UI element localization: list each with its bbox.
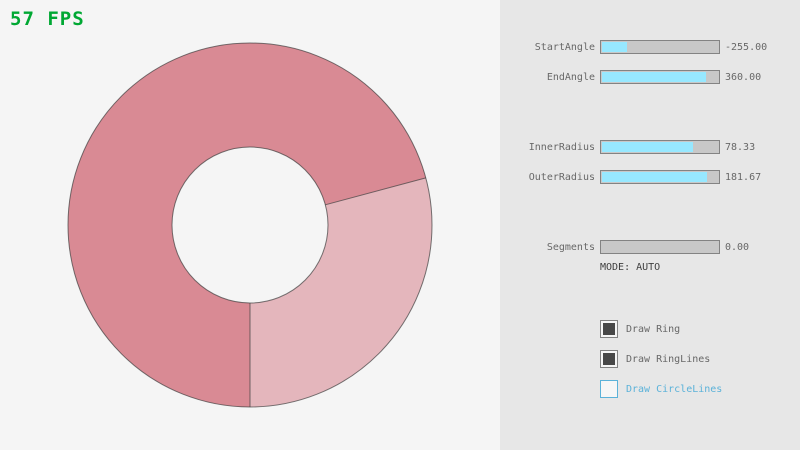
ring-start-angle-line [325,177,426,206]
slider-row-outerradius: OuterRadius 181.67 [500,170,761,184]
slider-segments-label: Segments [546,241,595,253]
fps-counter: 57 FPS [10,8,85,30]
slider-innerradius-track[interactable] [600,140,720,154]
slider-innerradius-value: 78.33 [725,141,756,153]
ring-drawing [67,42,433,408]
slider-row-endangle: EndAngle 360.00 [500,70,761,84]
slider-outerradius-label: OuterRadius [528,171,595,183]
slider-row-segments: Segments 0.00 [500,240,749,254]
slider-row-innerradius: InnerRadius 78.33 [500,140,755,154]
checkbox-draw-circlelines-label: Draw CircleLines [626,383,723,395]
checkbox-draw-ring-label: Draw Ring [626,323,681,335]
ring-dark-sector [68,43,426,408]
slider-endangle-track[interactable] [600,70,720,84]
slider-startangle-value: -255.00 [725,41,768,53]
slider-innerradius-fill [602,142,693,152]
slider-startangle-label: StartAngle [534,41,595,53]
checkbox-draw-ring-box[interactable] [600,320,618,338]
controls-panel: StartAngle -255.00 EndAngle 360.00 Inner… [500,0,800,450]
segments-mode-label: MODE: AUTO [600,262,661,273]
slider-endangle-fill [602,72,707,82]
checkbox-draw-ring[interactable]: Draw Ring [600,320,680,338]
slider-innerradius-label: InnerRadius [528,141,595,153]
ring-lines [67,42,433,408]
slider-outerradius-track[interactable] [600,170,720,184]
slider-outerradius-fill [602,172,708,182]
slider-startangle-track[interactable] [600,40,720,54]
slider-endangle-value: 360.00 [725,71,762,83]
check-mark [603,323,615,335]
checkbox-draw-ringlines-box[interactable] [600,350,618,368]
checkbox-draw-circlelines-box[interactable] [600,380,618,398]
slider-endangle-label: EndAngle [546,71,595,83]
checkbox-draw-ringlines[interactable]: Draw RingLines [600,350,710,368]
slider-outerradius-value: 181.67 [725,171,762,183]
slider-segments-value: 0.00 [725,241,750,253]
slider-startangle-fill [602,42,628,52]
check-mark [603,353,615,365]
slider-row-startangle: StartAngle -255.00 [500,40,767,54]
checkbox-draw-circlelines[interactable]: Draw CircleLines [600,380,722,398]
checkbox-draw-ringlines-label: Draw RingLines [626,353,711,365]
slider-segments-track[interactable] [600,240,720,254]
ring-inner-outline [171,146,329,304]
